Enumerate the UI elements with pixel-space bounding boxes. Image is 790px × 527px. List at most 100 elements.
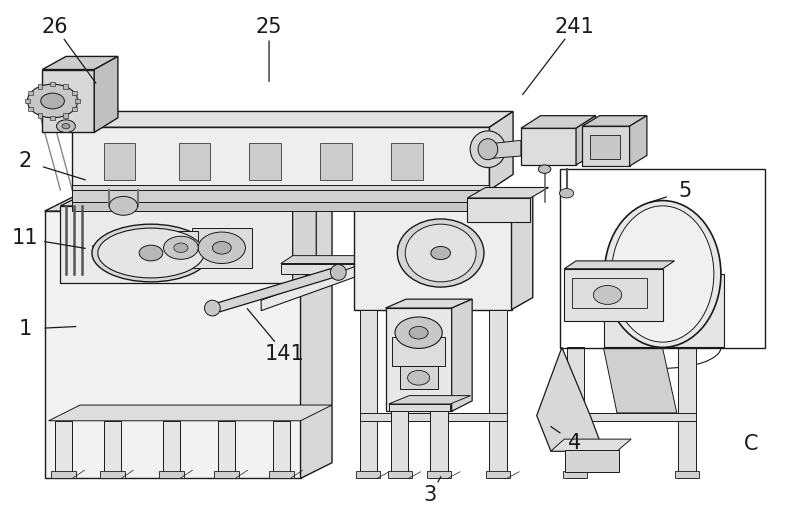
- Polygon shape: [214, 471, 239, 479]
- Polygon shape: [100, 471, 125, 479]
- Polygon shape: [43, 70, 94, 132]
- Ellipse shape: [431, 247, 450, 260]
- Bar: [400, 366, 438, 389]
- Polygon shape: [389, 396, 471, 404]
- Polygon shape: [604, 274, 724, 347]
- Polygon shape: [60, 194, 316, 206]
- Polygon shape: [273, 421, 290, 479]
- Polygon shape: [55, 421, 72, 479]
- Polygon shape: [72, 185, 490, 193]
- Bar: [38, 84, 43, 89]
- Circle shape: [198, 232, 246, 264]
- Polygon shape: [536, 347, 604, 451]
- Polygon shape: [551, 439, 631, 451]
- Text: 2: 2: [18, 151, 32, 171]
- Polygon shape: [103, 421, 121, 479]
- Polygon shape: [51, 471, 76, 479]
- Polygon shape: [604, 348, 677, 413]
- Polygon shape: [564, 261, 675, 269]
- Bar: [572, 278, 647, 308]
- Polygon shape: [576, 115, 596, 165]
- Polygon shape: [60, 206, 292, 284]
- Text: 25: 25: [256, 16, 282, 36]
- Polygon shape: [468, 198, 530, 221]
- Circle shape: [164, 236, 198, 259]
- Polygon shape: [630, 115, 647, 166]
- Polygon shape: [488, 140, 521, 159]
- Ellipse shape: [92, 224, 210, 282]
- Polygon shape: [521, 128, 576, 165]
- Ellipse shape: [604, 201, 721, 347]
- Polygon shape: [261, 264, 363, 311]
- Polygon shape: [159, 471, 184, 479]
- Circle shape: [408, 370, 430, 385]
- Ellipse shape: [397, 219, 484, 287]
- Polygon shape: [72, 127, 490, 190]
- Bar: [28, 91, 33, 95]
- Bar: [75, 99, 80, 103]
- Polygon shape: [389, 404, 450, 412]
- Circle shape: [41, 93, 64, 109]
- Polygon shape: [359, 413, 507, 421]
- Polygon shape: [192, 228, 252, 268]
- Ellipse shape: [98, 228, 204, 278]
- Bar: [103, 143, 135, 180]
- Polygon shape: [448, 472, 461, 479]
- Bar: [391, 143, 423, 180]
- Polygon shape: [386, 308, 452, 412]
- Polygon shape: [300, 196, 332, 479]
- Polygon shape: [180, 470, 193, 479]
- Circle shape: [559, 189, 574, 198]
- Polygon shape: [427, 471, 451, 479]
- Polygon shape: [452, 299, 472, 412]
- Circle shape: [593, 286, 622, 305]
- Polygon shape: [269, 471, 294, 479]
- Polygon shape: [43, 56, 118, 70]
- Polygon shape: [511, 189, 532, 310]
- Polygon shape: [582, 126, 630, 166]
- Text: 3: 3: [423, 485, 437, 505]
- Polygon shape: [292, 194, 316, 284]
- Polygon shape: [566, 347, 584, 479]
- Polygon shape: [563, 471, 587, 479]
- Text: 11: 11: [12, 228, 38, 248]
- Bar: [51, 82, 55, 86]
- Polygon shape: [391, 411, 408, 479]
- Text: 4: 4: [568, 433, 581, 453]
- Polygon shape: [72, 470, 85, 479]
- Text: 141: 141: [265, 344, 305, 364]
- Bar: [72, 108, 77, 112]
- Ellipse shape: [205, 300, 220, 316]
- Circle shape: [213, 241, 231, 254]
- Bar: [51, 115, 55, 120]
- Circle shape: [174, 243, 188, 252]
- Ellipse shape: [478, 139, 498, 160]
- Bar: [392, 337, 446, 366]
- Circle shape: [409, 326, 428, 339]
- Ellipse shape: [139, 245, 163, 261]
- Bar: [72, 91, 77, 95]
- Bar: [565, 450, 619, 472]
- Polygon shape: [564, 413, 696, 421]
- Polygon shape: [359, 310, 377, 479]
- Polygon shape: [235, 470, 248, 479]
- Text: 1: 1: [18, 319, 32, 339]
- Bar: [320, 143, 352, 180]
- Polygon shape: [72, 202, 490, 211]
- Polygon shape: [163, 231, 198, 264]
- Ellipse shape: [470, 131, 506, 168]
- Polygon shape: [521, 115, 596, 128]
- Text: 5: 5: [678, 181, 691, 201]
- Circle shape: [538, 165, 551, 173]
- Polygon shape: [679, 347, 696, 479]
- Polygon shape: [94, 56, 118, 132]
- Polygon shape: [281, 264, 363, 274]
- Polygon shape: [354, 201, 511, 310]
- Polygon shape: [354, 189, 532, 201]
- Bar: [25, 99, 30, 103]
- Polygon shape: [72, 112, 513, 127]
- Polygon shape: [49, 405, 332, 421]
- Polygon shape: [213, 269, 338, 312]
- Text: 241: 241: [555, 16, 594, 36]
- Polygon shape: [468, 188, 548, 198]
